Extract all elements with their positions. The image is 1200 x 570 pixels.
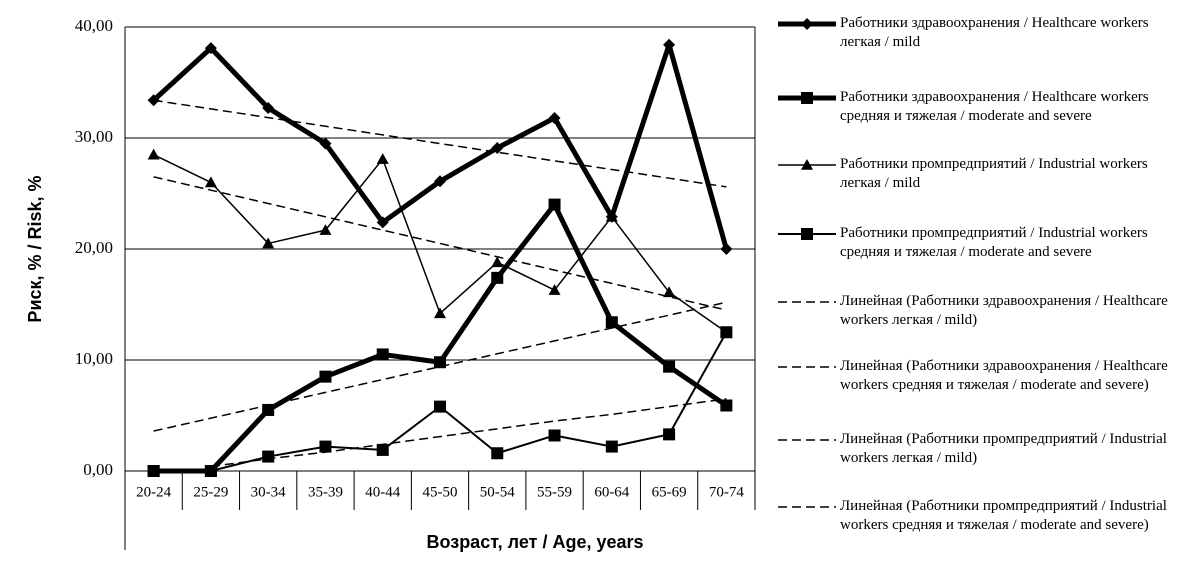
legend-label: Линейная (Работники здравоохранения / He… — [840, 293, 1168, 328]
legend-label: Работники здравоохранения / Healthcare w… — [840, 15, 1149, 50]
point — [663, 38, 676, 51]
y-tick-label: 0,00 — [83, 460, 113, 479]
point — [434, 307, 446, 319]
point — [376, 216, 389, 229]
x-tick-label: 35-39 — [308, 484, 343, 500]
point — [605, 440, 618, 453]
point — [319, 137, 332, 150]
x-tick-label: 70-74 — [709, 484, 744, 500]
point — [376, 153, 389, 164]
point — [204, 42, 217, 55]
legend-label: Линейная (Работники здравоохранения / He… — [840, 358, 1168, 393]
series-line — [153, 202, 728, 474]
legend-marker — [801, 159, 813, 170]
y-tick-label: 20,00 — [75, 238, 113, 257]
point — [491, 271, 504, 284]
point — [720, 399, 733, 412]
legend-label: Линейная (Работники промпредприятий / In… — [840, 431, 1167, 466]
point — [491, 447, 504, 460]
point — [605, 316, 618, 329]
x-tick-label: 50-54 — [480, 484, 515, 500]
x-tick-label: 40-44 — [365, 484, 400, 500]
point — [262, 450, 275, 463]
point — [376, 443, 389, 456]
point — [204, 176, 217, 188]
x-tick-label: 55-59 — [537, 484, 572, 500]
point — [376, 348, 389, 361]
point — [262, 102, 275, 115]
legend-marker — [801, 92, 813, 104]
legend-marker — [801, 228, 813, 240]
point — [147, 148, 160, 160]
x-tick-label: 45-50 — [423, 484, 458, 500]
point — [434, 175, 446, 188]
point — [434, 400, 446, 413]
x-tick-label: 30-34 — [251, 484, 286, 500]
point — [319, 370, 332, 383]
point — [147, 465, 160, 477]
point — [319, 224, 332, 235]
x-axis-title: Возраст, лет / Age, years — [426, 532, 643, 552]
trendline — [153, 176, 727, 311]
legend-marker — [801, 18, 813, 30]
point — [491, 141, 504, 154]
point — [663, 428, 676, 441]
point — [720, 243, 733, 255]
series-line — [151, 42, 729, 250]
point — [319, 440, 332, 453]
point — [491, 256, 504, 268]
x-tick-label: 65-69 — [652, 484, 687, 500]
legend-label: Работники промпредприятий / Industrial w… — [840, 156, 1148, 191]
y-tick-label: 10,00 — [75, 349, 113, 368]
point — [605, 210, 618, 222]
point — [262, 403, 275, 416]
y-axis-title: Риск, % / Risk, % — [25, 175, 45, 322]
legend-label: Работники здравоохранения / Healthcare w… — [840, 89, 1149, 124]
point — [663, 286, 676, 298]
point — [262, 237, 275, 249]
point — [548, 429, 561, 442]
x-tick-label: 25-29 — [193, 484, 228, 500]
trendline — [153, 99, 727, 188]
legend-label: Работники промпредприятий / Industrial w… — [840, 225, 1148, 260]
point — [548, 198, 561, 211]
point — [204, 465, 217, 477]
point — [720, 326, 733, 339]
x-tick-label: 20-24 — [136, 484, 171, 500]
legend-label: Линейная (Работники промпредприятий / In… — [840, 498, 1167, 533]
y-tick-label: 40,00 — [75, 16, 113, 35]
point — [548, 284, 561, 295]
y-tick-label: 30,00 — [75, 127, 113, 146]
trendline — [210, 398, 727, 468]
point — [663, 360, 676, 373]
point — [548, 112, 561, 125]
x-tick-label: 60-64 — [594, 484, 629, 500]
